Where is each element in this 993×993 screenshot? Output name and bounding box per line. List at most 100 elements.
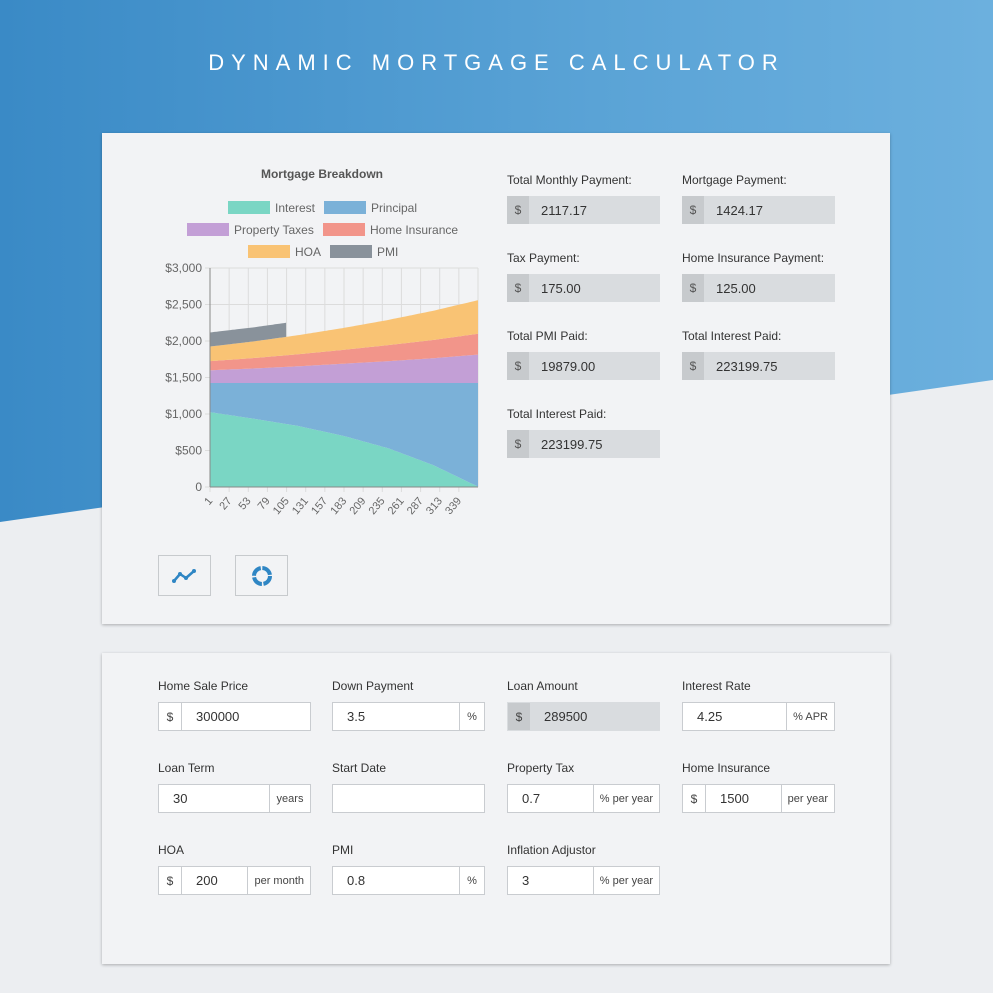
hoa-input[interactable] — [182, 867, 248, 894]
inputs-card: Home Sale Price $ Down Payment % Loan Am… — [102, 653, 890, 964]
y-tick-label: $1,500 — [165, 371, 202, 385]
property-tax-label: Property Tax — [507, 761, 575, 775]
per-month-suffix: per month — [247, 867, 310, 894]
home-insurance-payment-value: 125.00 — [716, 280, 756, 296]
interest-rate-input[interactable] — [683, 703, 787, 730]
total-interest-label: Total Interest Paid: — [682, 329, 782, 343]
loan-amount-field: $ 289500 — [507, 702, 660, 731]
per-year-suffix: % per year — [592, 867, 659, 894]
x-tick-label: 261 — [386, 495, 407, 517]
per-year-suffix: % per year — [592, 785, 659, 812]
start-date-field — [332, 784, 485, 813]
inflation-input[interactable] — [508, 867, 593, 894]
total-interest-label-2: Total Interest Paid: — [507, 407, 607, 421]
home-insurance-payment-output: $ 125.00 — [682, 274, 835, 302]
y-tick-label: $3,000 — [165, 261, 202, 275]
home-insurance-input[interactable] — [706, 785, 781, 812]
legend-label: Home Insurance — [370, 223, 458, 237]
down-payment-field: % — [332, 702, 485, 731]
loan-amount-value: 289500 — [544, 709, 588, 724]
currency-prefix: $ — [507, 274, 529, 302]
principal-area — [210, 383, 478, 487]
down-payment-input[interactable] — [333, 703, 459, 730]
x-tick-label: 287 — [405, 495, 426, 517]
currency-prefix: $ — [682, 352, 704, 380]
x-tick-label: 27 — [217, 495, 234, 512]
percent-suffix: % — [459, 867, 484, 894]
years-suffix: years — [269, 785, 310, 812]
pmi-area — [210, 322, 287, 347]
hoa-area — [210, 300, 478, 362]
currency-prefix: $ — [508, 703, 530, 730]
currency-prefix: $ — [682, 196, 704, 224]
x-tick-label: 157 — [309, 495, 330, 517]
total-monthly-value: 2117.17 — [541, 202, 588, 218]
home-price-field: $ — [158, 702, 311, 731]
pmi-label: PMI — [332, 843, 354, 857]
legend-label: PMI — [377, 245, 398, 259]
legend-swatch — [330, 245, 372, 258]
property-tax-field: % per year — [507, 784, 660, 813]
home-price-label: Home Sale Price — [158, 679, 249, 693]
legend-swatch — [324, 201, 366, 214]
property-tax-input[interactable] — [508, 785, 593, 812]
start-date-input[interactable] — [333, 785, 484, 812]
inflation-field: % per year — [507, 866, 660, 895]
percent-suffix: % — [459, 703, 484, 730]
chart-title: Mortgage Breakdown — [261, 167, 383, 181]
x-tick-label: 313 — [424, 495, 445, 517]
loan-term-input[interactable] — [159, 785, 269, 812]
home-insurance-area — [210, 333, 478, 371]
total-monthly-output: $ 2117.17 — [507, 196, 660, 224]
legend-label: Principal — [371, 201, 417, 215]
legend-swatch — [248, 245, 290, 258]
home-price-input[interactable] — [182, 703, 310, 730]
interest-area — [210, 412, 478, 487]
total-interest-value: 223199.75 — [716, 358, 778, 374]
x-tick-label: 183 — [328, 495, 349, 517]
pmi-field: % — [332, 866, 485, 895]
x-tick-label: 339 — [443, 495, 464, 517]
currency-prefix: $ — [507, 430, 529, 458]
legend-swatch — [187, 223, 229, 236]
total-interest-output: $ 223199.75 — [682, 352, 835, 380]
donut-chart-button[interactable] — [235, 555, 288, 596]
legend-swatch — [228, 201, 270, 214]
x-tick-label: 1 — [202, 495, 215, 507]
x-tick-label: 53 — [237, 495, 254, 512]
y-tick-label: $500 — [175, 444, 202, 458]
tax-payment-label: Tax Payment: — [507, 251, 580, 265]
currency-prefix: $ — [683, 785, 706, 812]
chart-canvas: Mortgage Breakdown Interest Principal Prope… — [165, 167, 479, 517]
currency-prefix: $ — [159, 867, 182, 894]
per-year-suffix: per year — [780, 785, 834, 812]
currency-prefix: $ — [682, 274, 704, 302]
y-tick-label: $2,000 — [165, 334, 202, 348]
mortgage-payment-value: 1424.17 — [716, 202, 763, 218]
loan-term-label: Loan Term — [158, 761, 215, 775]
currency-prefix: $ — [507, 196, 529, 224]
legend-swatch — [323, 223, 365, 236]
x-tick-label: 235 — [367, 495, 388, 517]
pmi-input[interactable] — [333, 867, 459, 894]
y-tick-label: 0 — [195, 480, 202, 494]
total-interest-output-2: $ 223199.75 — [507, 430, 660, 458]
tax-payment-value: 175.00 — [541, 280, 581, 296]
donut-chart-icon — [251, 565, 272, 586]
loan-term-field: years — [158, 784, 311, 813]
line-chart-icon — [171, 568, 196, 583]
total-pmi-value: 19879.00 — [541, 358, 596, 374]
x-tick-label: 131 — [290, 495, 311, 517]
start-date-label: Start Date — [332, 761, 387, 775]
total-monthly-label: Total Monthly Payment: — [507, 173, 632, 187]
mortgage-payment-label: Mortgage Payment: — [682, 173, 787, 187]
hoa-label: HOA — [158, 843, 185, 857]
mortgage-payment-output: $ 1424.17 — [682, 196, 835, 224]
line-chart-button[interactable] — [158, 555, 211, 596]
legend-label: Interest — [275, 201, 316, 215]
home-insurance-payment-label: Home Insurance Payment: — [682, 251, 825, 265]
x-tick-label: 209 — [347, 495, 368, 517]
y-tick-label: $1,000 — [165, 407, 202, 421]
mortgage-chart: Mortgage Breakdown Interest Principal Prope… — [142, 163, 492, 523]
tax-payment-output: $ 175.00 — [507, 274, 660, 302]
